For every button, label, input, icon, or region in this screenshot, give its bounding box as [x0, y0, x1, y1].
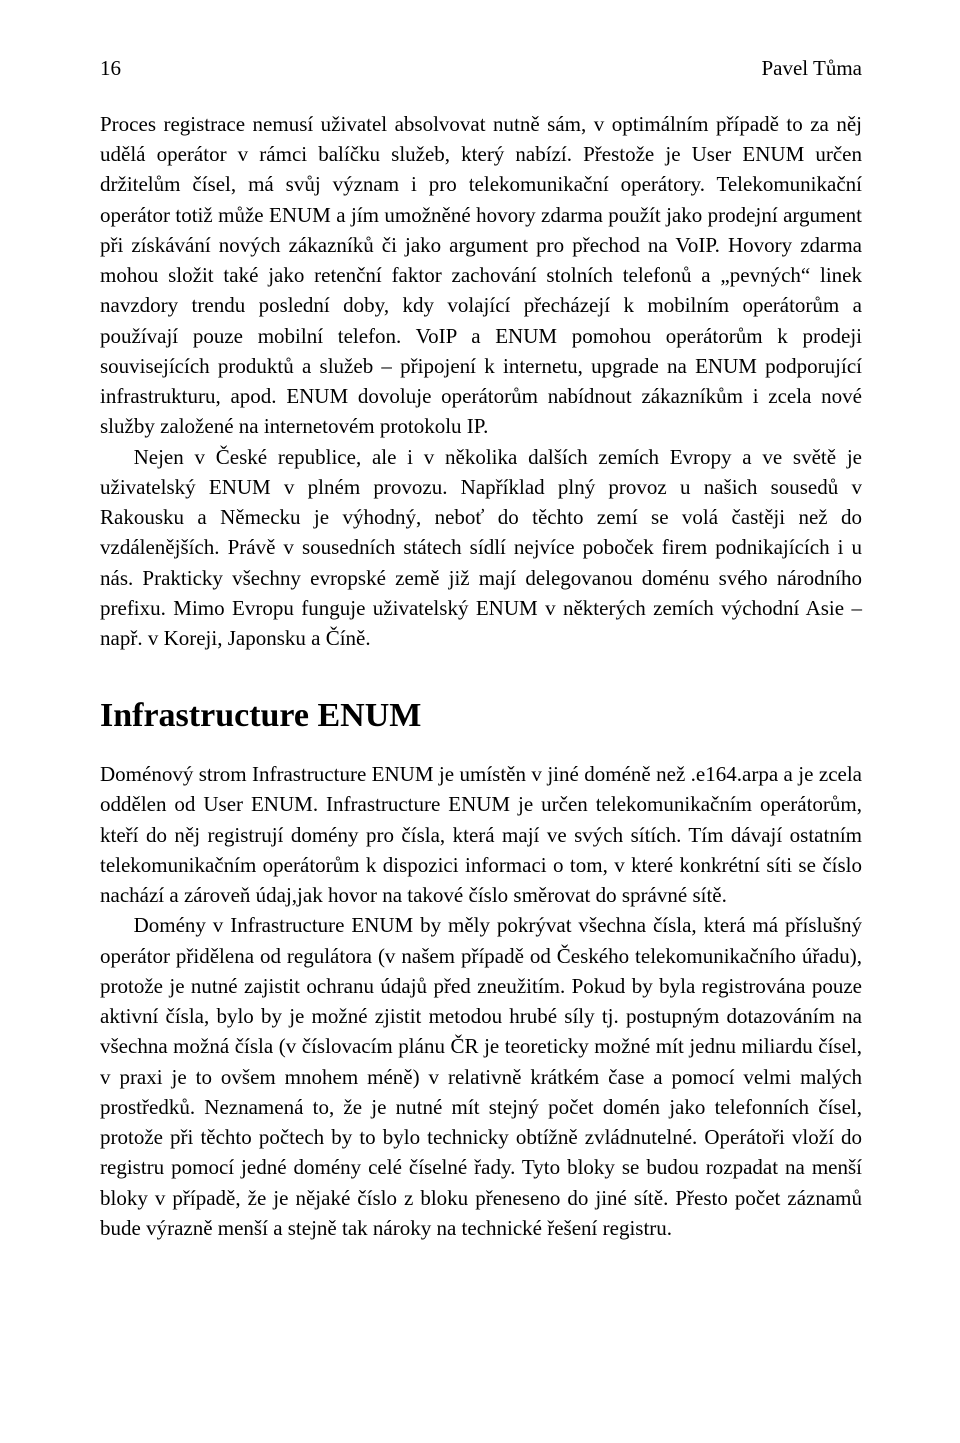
body-paragraph-4: Domény v Infrastructure ENUM by měly pok…	[100, 910, 862, 1243]
body-paragraph-1: Proces registrace nemusí uživatel absolv…	[100, 109, 862, 442]
page-number: 16	[100, 56, 121, 81]
running-header: 16 Pavel Tůma	[100, 56, 862, 81]
page-container: 16 Pavel Tůma Proces registrace nemusí u…	[0, 0, 960, 1299]
body-paragraph-3: Doménový strom Infrastructure ENUM je um…	[100, 759, 862, 910]
author-name: Pavel Tůma	[761, 56, 862, 81]
body-paragraph-2: Nejen v České republice, ale i v několik…	[100, 442, 862, 654]
section-heading: Infrastructure ENUM	[100, 697, 862, 735]
